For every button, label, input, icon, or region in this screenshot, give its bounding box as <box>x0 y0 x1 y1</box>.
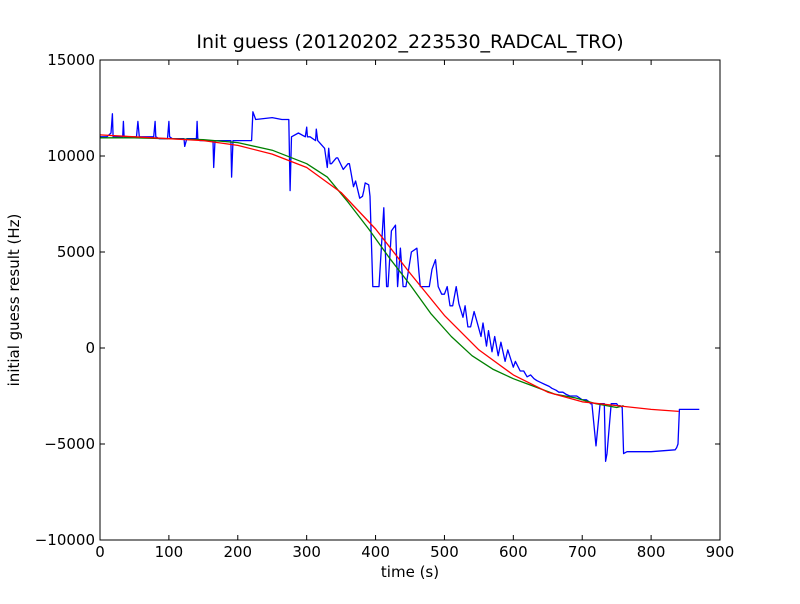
x-tick-label: 900 <box>706 543 735 561</box>
y-tick-label: 0 <box>85 339 95 357</box>
y-tick-label: 5000 <box>57 243 95 261</box>
x-tick-label: 800 <box>637 543 666 561</box>
x-tick-label: 100 <box>155 543 184 561</box>
x-tick-label: 300 <box>292 543 321 561</box>
x-tick-label: 400 <box>361 543 390 561</box>
smoothed-series-line <box>100 137 624 409</box>
plot-area-frame <box>99 59 721 541</box>
ticks-layer: 0 100 200 300 400 500 600 700 800 900 −10000 −5000 0… <box>35 51 735 561</box>
y-tick-label: 10000 <box>47 147 95 165</box>
x-tick-label: 500 <box>430 543 459 561</box>
x-tick-label: 700 <box>568 543 597 561</box>
x-tick-label: 0 <box>95 543 105 561</box>
y-tick-label: −5000 <box>44 435 95 453</box>
fit-series-line <box>99 134 679 413</box>
x-axis-label: time (s) <box>381 563 439 581</box>
y-tick-label: 15000 <box>47 51 95 69</box>
x-tick-label: 600 <box>499 543 528 561</box>
x-tick-label: 200 <box>223 543 252 561</box>
y-axis-label: initial guess result (Hz) <box>5 214 23 387</box>
y-tick-label: −10000 <box>35 531 95 549</box>
series-layer <box>99 111 700 462</box>
chart-title: Init guess (20120202_223530_RADCAL_TRO) <box>196 31 623 53</box>
